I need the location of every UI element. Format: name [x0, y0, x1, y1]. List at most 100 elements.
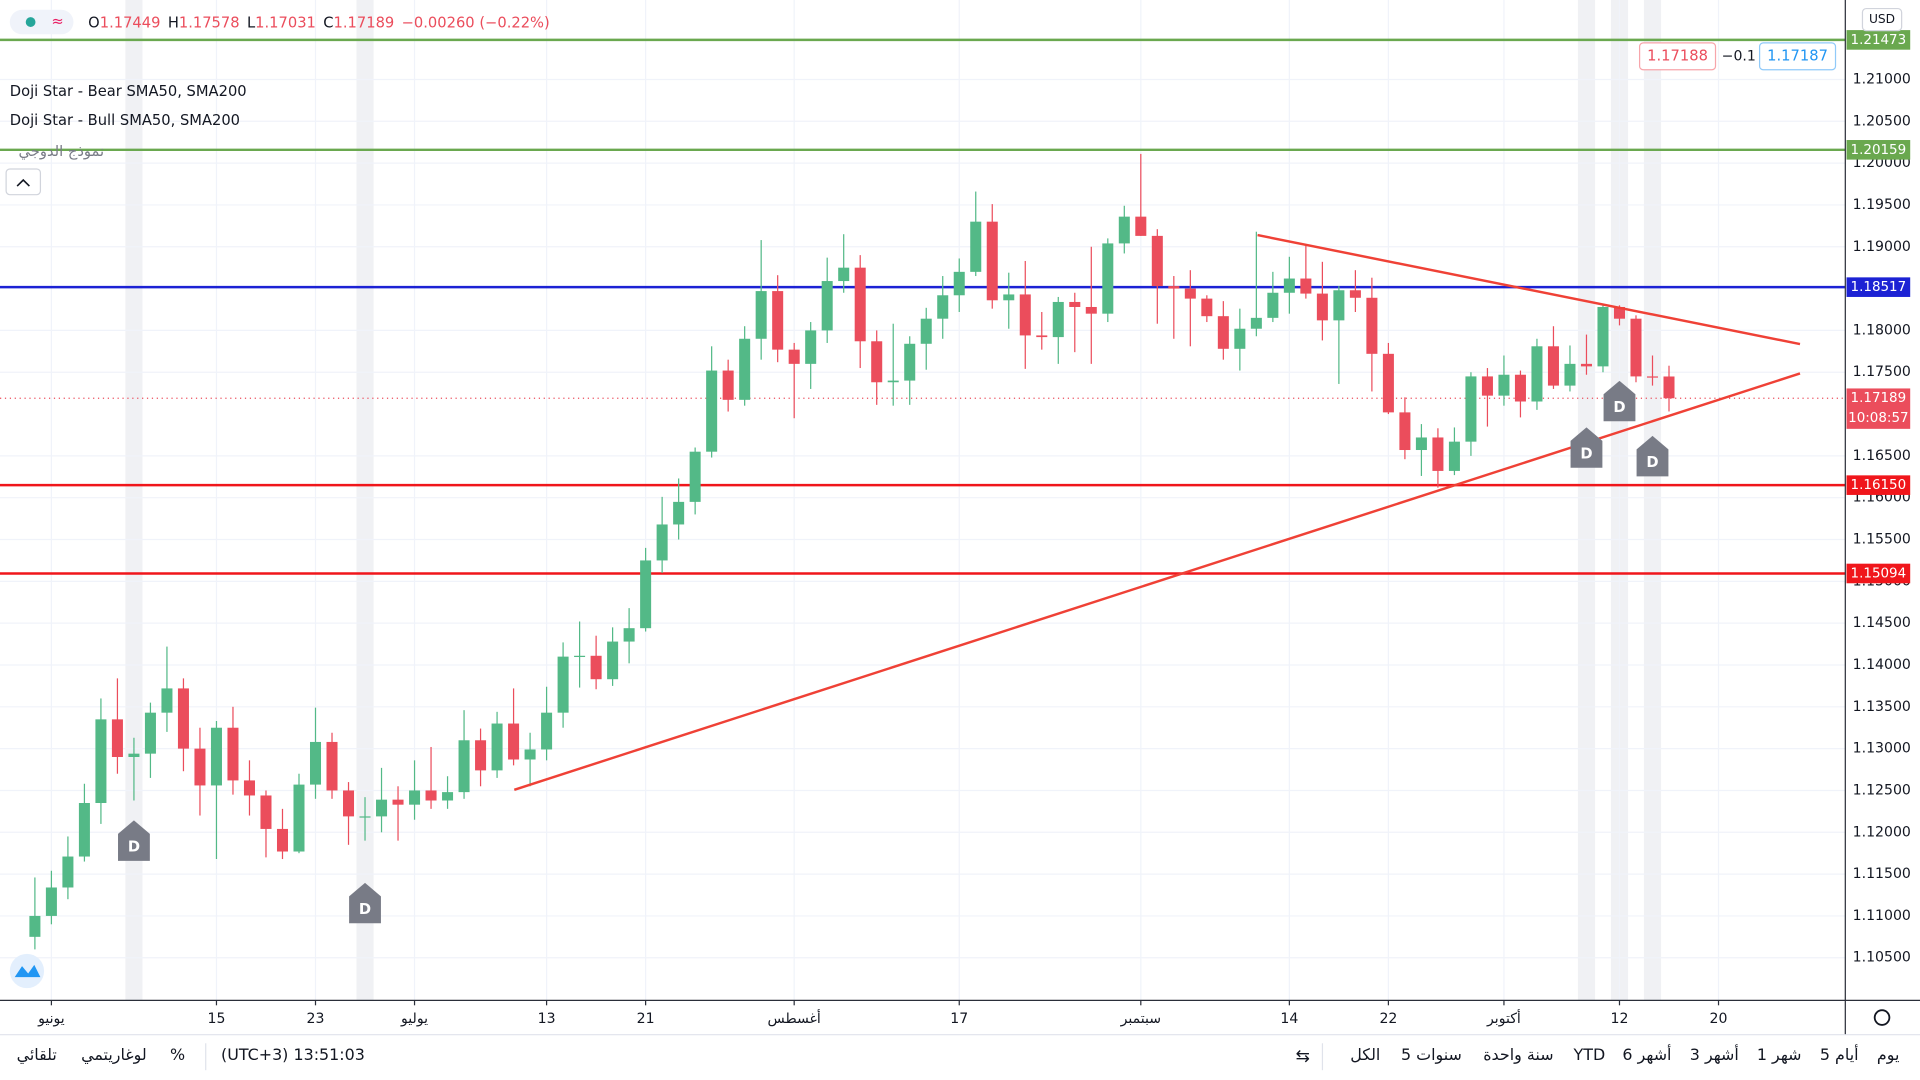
doji-marker[interactable] — [1570, 427, 1603, 468]
candle-body — [1415, 437, 1427, 451]
highlight-layer — [125, 0, 1662, 1001]
range-button[interactable]: الكل — [1350, 1045, 1380, 1064]
auto-toggle[interactable]: تلقائي — [17, 1045, 57, 1065]
legend-item[interactable]: Doji Star - Bull SMA50, SMA200 — [10, 112, 240, 129]
buy-button[interactable] — [1758, 42, 1837, 71]
candle-body — [607, 641, 619, 680]
legend-item[interactable]: نموذج الدوجي — [19, 143, 105, 161]
logo[interactable] — [9, 953, 45, 989]
clock[interactable]: (UTC+3) 13:51:03 — [221, 1045, 365, 1064]
candle-body — [1630, 318, 1642, 377]
candle-body — [276, 828, 288, 852]
candle-body — [1283, 278, 1295, 293]
candle-body — [210, 727, 222, 786]
range-button[interactable]: يوم — [1877, 1045, 1900, 1065]
doji-label: D — [1646, 454, 1658, 471]
y-tick-label: 1.11500 — [1853, 866, 1911, 882]
range-button[interactable]: سنة واحدة — [1483, 1045, 1553, 1065]
currency-box[interactable] — [1861, 7, 1903, 32]
candle-body — [574, 655, 586, 658]
candle-body — [1382, 353, 1394, 413]
grid-layer — [0, 0, 1846, 1001]
candle-body — [1151, 235, 1163, 287]
range-button[interactable]: 5 أيام — [1820, 1044, 1859, 1064]
range-button[interactable]: 6 أشهر — [1622, 1044, 1671, 1065]
x-tick-label: 17 — [950, 1011, 968, 1027]
axis-layer: 1.10500 1.11000 1.11500 1.12000 1.12500 1.130… — [37, 30, 1911, 1027]
candle-body — [1168, 286, 1180, 289]
candle-body — [1316, 293, 1328, 321]
doji-marker[interactable] — [349, 882, 381, 924]
candle-body — [1432, 437, 1444, 471]
log-toggle[interactable]: لوغاريتمي — [81, 1045, 147, 1065]
candle-body — [359, 816, 371, 818]
candle-body — [871, 341, 883, 383]
candle-body — [772, 291, 784, 350]
compare-icon[interactable]: ⇆ — [1296, 1047, 1310, 1067]
price-axis[interactable] — [1845, 0, 1920, 1001]
range-button[interactable]: 3 أشهر — [1690, 1044, 1739, 1065]
y-tick-label: 1.13500 — [1853, 699, 1911, 715]
y-tick-label: 1.11000 — [1853, 908, 1911, 924]
candle-body — [442, 792, 454, 801]
candle-body — [854, 267, 866, 342]
x-tick-label: 13 — [538, 1011, 556, 1027]
doji-highlight — [1577, 0, 1596, 1001]
percent-toggle[interactable]: % — [170, 1045, 185, 1064]
ohlc-value: 1.17189 — [334, 14, 395, 31]
candle-body — [1448, 441, 1460, 471]
buy-price: 1.17187 — [1767, 47, 1828, 64]
candle-body — [755, 291, 767, 339]
level-badge — [1846, 140, 1911, 160]
candle-body — [95, 719, 107, 804]
candle-body — [590, 655, 602, 680]
settings-icon[interactable] — [1873, 1009, 1891, 1026]
candle-body — [409, 790, 421, 805]
ohlc-key: L — [247, 14, 256, 31]
range-button[interactable]: YTD — [1573, 1045, 1606, 1064]
candle-body — [144, 712, 156, 754]
logo-icon — [14, 964, 41, 978]
x-tick-label: 14 — [1280, 1011, 1298, 1027]
candle-body — [1019, 294, 1031, 336]
candle-body — [177, 688, 189, 749]
candle-body — [640, 560, 652, 629]
candle-body — [128, 753, 140, 757]
candle-body — [904, 343, 916, 381]
candle-layer — [29, 153, 1675, 950]
ohlc-key: C — [323, 14, 333, 31]
x-tick-label: سبتمبر — [1120, 1011, 1161, 1027]
candle-body — [953, 271, 965, 296]
level-badge — [1846, 30, 1911, 50]
candle-body — [243, 780, 255, 796]
candle-body — [62, 856, 74, 888]
y-tick-label: 1.18000 — [1853, 322, 1911, 338]
doji-label: D — [128, 838, 140, 855]
doji-marker[interactable] — [1603, 380, 1636, 422]
collapse-icon — [16, 178, 30, 187]
candle-body — [309, 741, 322, 785]
candle-body — [1184, 288, 1196, 299]
candle-body — [1498, 374, 1510, 396]
doji-marker[interactable] — [1636, 435, 1669, 477]
ohlc-value: 1.17031 — [255, 14, 316, 31]
candle-body — [1250, 317, 1262, 329]
range-button[interactable]: 1 شهر — [1757, 1045, 1802, 1065]
symbol-pill[interactable] — [9, 9, 74, 35]
candle-body — [227, 727, 239, 781]
candle-body — [1366, 297, 1378, 354]
range-button[interactable]: 5 سنوات — [1401, 1045, 1462, 1065]
level-label: 1.16150 — [1851, 478, 1907, 493]
legend-item[interactable]: Doji Star - Bear SMA50, SMA200 — [10, 83, 247, 100]
doji-marker[interactable] — [118, 820, 150, 861]
sell-button[interactable] — [1638, 42, 1717, 71]
trend-line-upper[interactable] — [1257, 233, 1801, 346]
last-price-badge — [1846, 388, 1911, 429]
candle-body — [1300, 278, 1312, 294]
collapse-button[interactable] — [5, 168, 42, 196]
candle-body — [805, 330, 817, 364]
candle-body — [508, 723, 520, 760]
y-tick-label: 1.17500 — [1853, 364, 1911, 380]
